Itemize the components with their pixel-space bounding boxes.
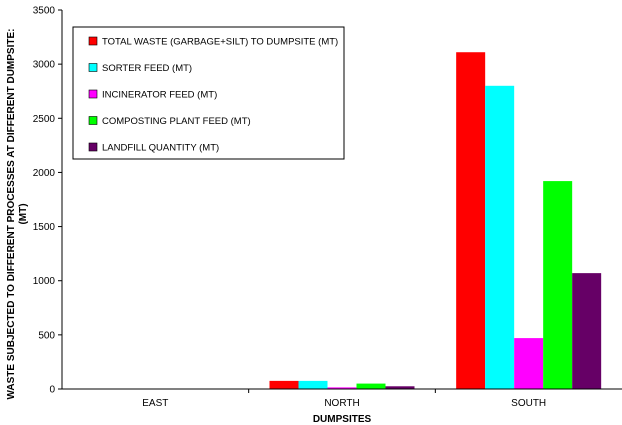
legend-swatch xyxy=(88,142,98,152)
legend-label: INCINERATOR FEED (MT) xyxy=(102,90,217,101)
bar-series xyxy=(269,52,602,390)
legend-box xyxy=(72,26,345,160)
bar xyxy=(572,273,602,389)
y-tick-label: 2000 xyxy=(33,168,56,179)
bar xyxy=(514,338,544,389)
legend-swatch xyxy=(88,89,98,99)
bar xyxy=(269,380,299,389)
bar xyxy=(327,387,357,389)
y-axis-title-line-1: WASTE SUBJECTED TO DIFFERENT PROCESSES A… xyxy=(6,29,17,400)
x-tick-label: SOUTH xyxy=(511,398,546,409)
legend-swatch xyxy=(88,116,98,125)
y-tick-label: 0 xyxy=(49,385,55,396)
bar xyxy=(356,383,386,389)
legend-label: COMPOSTING PLANT FEED (MT) xyxy=(102,116,251,127)
legend-label: LANDFILL QUANTITY (MT) xyxy=(102,143,219,154)
x-tick-label: EAST xyxy=(142,398,168,409)
y-tick-label: 500 xyxy=(38,330,55,341)
x-tick-label: NORTH xyxy=(324,398,359,409)
legend-label: TOTAL WASTE (GARBAGE+SILT) TO DUMPSITE (… xyxy=(102,37,338,48)
bar xyxy=(485,85,515,390)
bar xyxy=(543,181,573,389)
y-axis-ticks: 0 500 1000 1500 2000 2500 3000 3500 xyxy=(33,6,62,396)
legend-swatch xyxy=(88,36,98,46)
y-tick-label: 1000 xyxy=(33,276,56,287)
y-tick-label: 1500 xyxy=(33,222,56,233)
x-axis-ticks: EAST NORTH SOUTH xyxy=(142,389,546,409)
bar xyxy=(385,386,415,389)
y-axis-title: WASTE SUBJECTED TO DIFFERENT PROCESSES A… xyxy=(6,29,29,400)
y-tick-label: 2500 xyxy=(33,114,56,125)
axes xyxy=(61,10,622,390)
bar xyxy=(298,380,328,389)
y-axis-title-line-2: (MT) xyxy=(18,203,29,224)
y-tick-label: 3500 xyxy=(33,6,56,17)
bar xyxy=(456,52,486,389)
legend-swatch xyxy=(88,63,98,72)
x-axis-title: DUMPSITES xyxy=(313,414,372,425)
y-tick-label: 3000 xyxy=(33,60,56,71)
legend-label: SORTER FEED (MT) xyxy=(102,63,192,74)
legend: TOTAL WASTE (GARBAGE+SILT) TO DUMPSITE (… xyxy=(72,26,345,160)
